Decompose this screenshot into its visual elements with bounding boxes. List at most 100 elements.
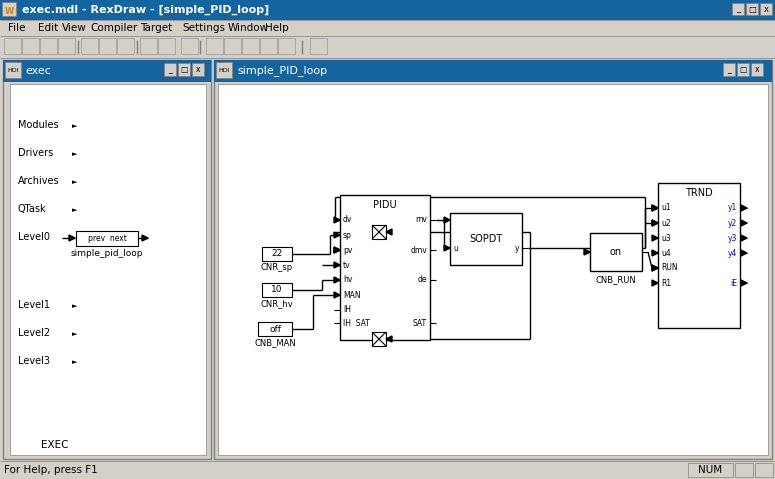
- Bar: [81, 38, 98, 54]
- Text: dmv: dmv: [410, 246, 427, 254]
- Polygon shape: [741, 235, 747, 241]
- Text: iE: iE: [730, 278, 737, 287]
- Text: y3: y3: [728, 233, 737, 242]
- Bar: [214, 60, 772, 459]
- Text: dv: dv: [343, 216, 353, 225]
- Text: tv: tv: [343, 261, 350, 270]
- Polygon shape: [386, 229, 392, 235]
- Bar: [258, 322, 292, 336]
- Text: mv: mv: [415, 216, 427, 225]
- Text: ►: ►: [72, 207, 78, 213]
- Bar: [737, 63, 749, 76]
- Bar: [0, 461, 775, 479]
- Polygon shape: [652, 250, 658, 256]
- Polygon shape: [652, 220, 658, 226]
- Text: CNR_hv: CNR_hv: [260, 299, 294, 308]
- Text: HDI: HDI: [219, 68, 229, 72]
- Bar: [192, 63, 204, 76]
- Bar: [0, 36, 775, 58]
- Polygon shape: [652, 280, 658, 286]
- Polygon shape: [652, 265, 658, 271]
- Text: R1: R1: [661, 278, 671, 287]
- Text: off: off: [269, 324, 281, 333]
- Text: x: x: [763, 4, 769, 13]
- Bar: [723, 63, 735, 76]
- Polygon shape: [652, 205, 658, 211]
- Text: □: □: [181, 65, 188, 74]
- Bar: [40, 38, 57, 54]
- Bar: [746, 3, 758, 15]
- Text: IH  SAT: IH SAT: [343, 319, 370, 328]
- Polygon shape: [444, 245, 450, 251]
- Bar: [3, 60, 211, 459]
- Text: Archives: Archives: [18, 176, 60, 186]
- Polygon shape: [334, 292, 340, 298]
- Text: u1: u1: [661, 204, 670, 213]
- Text: sp: sp: [343, 230, 352, 240]
- Bar: [5, 62, 21, 78]
- Bar: [3, 60, 211, 82]
- Bar: [278, 38, 295, 54]
- Text: View: View: [62, 23, 87, 33]
- Text: y4: y4: [728, 249, 737, 258]
- Bar: [58, 38, 75, 54]
- Text: exec.mdl - RexDraw - [simple_PID_loop]: exec.mdl - RexDraw - [simple_PID_loop]: [22, 5, 269, 15]
- Text: □: □: [739, 65, 746, 74]
- Bar: [214, 60, 772, 82]
- Polygon shape: [652, 235, 658, 241]
- Bar: [2, 2, 16, 16]
- Text: u4: u4: [661, 249, 670, 258]
- Bar: [178, 63, 190, 76]
- Text: Level3: Level3: [18, 356, 50, 366]
- Text: NUM: NUM: [698, 465, 722, 475]
- Polygon shape: [652, 220, 658, 226]
- Polygon shape: [584, 249, 590, 255]
- Text: de: de: [418, 275, 427, 285]
- Text: 22: 22: [271, 250, 283, 259]
- Polygon shape: [652, 265, 658, 271]
- Text: Help: Help: [265, 23, 289, 33]
- Polygon shape: [741, 205, 747, 211]
- Text: ►: ►: [72, 179, 78, 185]
- Bar: [76, 231, 138, 246]
- Bar: [99, 38, 116, 54]
- Bar: [262, 247, 292, 261]
- Text: PIDU: PIDU: [374, 200, 397, 210]
- Text: ►: ►: [72, 123, 78, 129]
- Bar: [450, 213, 522, 265]
- Polygon shape: [334, 232, 340, 238]
- Text: Level0: Level0: [18, 232, 50, 242]
- Text: ►: ►: [72, 359, 78, 365]
- Bar: [0, 20, 775, 36]
- Text: Window: Window: [228, 23, 269, 33]
- Text: CNR_sp: CNR_sp: [261, 263, 293, 272]
- Bar: [181, 38, 198, 54]
- Text: y1: y1: [728, 204, 737, 213]
- Polygon shape: [741, 280, 747, 286]
- Polygon shape: [334, 277, 340, 283]
- Text: W: W: [5, 7, 14, 15]
- Text: □: □: [748, 4, 756, 13]
- Text: SOPDT: SOPDT: [470, 234, 503, 244]
- Text: EXEC: EXEC: [41, 440, 69, 450]
- Bar: [117, 38, 134, 54]
- Polygon shape: [334, 247, 340, 253]
- Text: CNB_RUN: CNB_RUN: [596, 275, 636, 284]
- Bar: [216, 62, 232, 78]
- Bar: [735, 463, 753, 477]
- Text: y2: y2: [728, 218, 737, 228]
- Text: simple_PID_loop: simple_PID_loop: [237, 66, 327, 77]
- Polygon shape: [741, 250, 747, 256]
- Text: TRND: TRND: [685, 188, 713, 198]
- Text: u2: u2: [661, 218, 670, 228]
- Text: CNB_MAN: CNB_MAN: [254, 338, 296, 347]
- Bar: [4, 38, 21, 54]
- Text: y: y: [515, 243, 519, 252]
- Text: SAT: SAT: [413, 319, 427, 328]
- Bar: [158, 38, 175, 54]
- Text: Settings: Settings: [182, 23, 225, 33]
- Bar: [140, 38, 157, 54]
- Text: u: u: [453, 243, 458, 252]
- Bar: [206, 38, 223, 54]
- Text: Level1: Level1: [18, 300, 50, 310]
